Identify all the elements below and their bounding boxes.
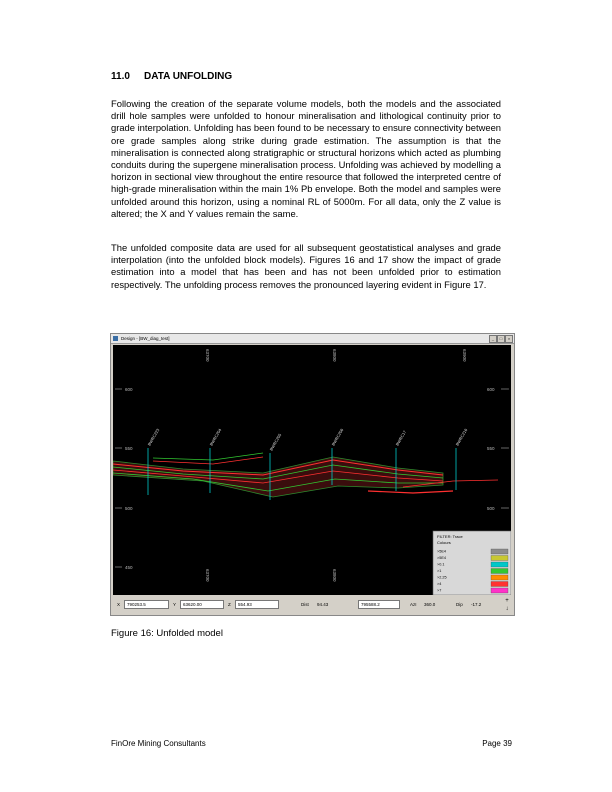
easting-label-bottom: 63800 <box>332 569 337 582</box>
rl-label-right: 600 <box>487 387 495 392</box>
section-plot-svg: 600 550 500 450 600 550 500 63700 63800 … <box>113 349 511 595</box>
legend-item-label: >2.25 <box>437 576 447 580</box>
figure-caption: Figure 16: Unfolded model <box>111 628 223 639</box>
rl-label-right: 550 <box>487 446 495 451</box>
rl-label-left: 500 <box>125 506 133 511</box>
drillhole-label: BWRC204 <box>209 427 223 447</box>
dip-label: Dip <box>456 602 463 607</box>
y-label: Y <box>173 602 177 607</box>
rl-label-left: 550 <box>125 446 133 451</box>
legend-item-label: >4 <box>437 582 441 586</box>
model-layer-line <box>113 469 444 484</box>
easting-label-top: 63800 <box>332 349 337 362</box>
rl-label-right: 500 <box>487 506 495 511</box>
scroll-down-button[interactable]: ↓ <box>505 606 509 612</box>
z-label: Z <box>228 602 231 607</box>
window-title: Design - [BW_diag_test] <box>121 336 170 341</box>
legend-item-label: >0.1 <box>437 563 445 567</box>
dist-value: 94.43 <box>317 602 329 607</box>
scroll-up-button[interactable]: + <box>505 598 509 604</box>
x-coordinate-field[interactable]: 790253.5 <box>124 600 169 609</box>
drillhole-label: BWRC216 <box>455 427 469 447</box>
window-titlebar: Design - [BW_diag_test] _ □ × <box>111 334 514 344</box>
coordinate-statusbar: X 790253.5 Y 63620.00 Z 554.93 Dist 94.4… <box>113 597 502 613</box>
figure-screenshot: Design - [BW_diag_test] _ □ × 600 550 50… <box>110 333 515 616</box>
dip-value: -17.2 <box>471 602 482 607</box>
model-layer-line <box>152 456 264 465</box>
app-icon <box>113 336 118 341</box>
legend-title: FILTER: Trace <box>437 534 463 539</box>
legend-panel: FILTER: Trace Colours >5E4 >5E4 >0.1 >1 >2.2… <box>432 530 511 595</box>
drillhole-traces <box>147 448 457 500</box>
section-plot[interactable]: 600 550 500 450 600 550 500 63700 63800 … <box>113 345 511 595</box>
legend-swatch <box>490 581 509 587</box>
section-heading: 11.0 DATA UNFOLDING <box>111 71 232 82</box>
azi-label: AzI <box>410 602 417 607</box>
model-layer-line <box>402 479 499 488</box>
footer-company: FinOre Mining Consultants <box>111 739 206 748</box>
drillhole-label: BWRC205 <box>269 432 283 452</box>
section-number: 11.0 <box>111 71 130 82</box>
model-layer-line <box>113 459 444 476</box>
legend-item-label: >5E4 <box>437 556 446 560</box>
maximize-button[interactable]: □ <box>497 335 505 343</box>
legend-item-label: >7 <box>437 589 441 593</box>
drillhole-label: BWRC17 <box>395 429 408 447</box>
drillhole-label: BWRC223 <box>147 427 161 447</box>
model-layer-line <box>367 490 454 494</box>
dist-label: Dist <box>301 602 309 607</box>
easting-label-top: 63900 <box>462 349 467 362</box>
drillhole-label: BWRC206 <box>331 427 345 447</box>
body-paragraph-2: The unfolded composite data are used for… <box>111 242 501 290</box>
model-layer-line <box>113 464 444 480</box>
rl-label-left: 450 <box>125 565 133 570</box>
close-button[interactable]: × <box>505 335 513 343</box>
model-layer-line <box>113 472 443 492</box>
section-title: DATA UNFOLDING <box>144 71 233 82</box>
legend-swatch <box>490 568 509 574</box>
y-coordinate-field[interactable]: 63620.00 <box>180 600 224 609</box>
legend-item-label: >1 <box>437 569 441 573</box>
legend-swatch <box>490 555 509 561</box>
body-paragraph-1: Following the creation of the separate v… <box>111 98 501 219</box>
x-label: X <box>117 602 121 607</box>
z-coordinate-field[interactable]: 554.93 <box>235 600 279 609</box>
legend-item-label: >5E4 <box>437 550 446 554</box>
legend-swatch <box>490 548 509 555</box>
legend-swatch <box>490 587 509 594</box>
easting-label-bottom: 63700 <box>205 569 210 582</box>
legend-swatch <box>490 561 509 568</box>
legend-swatch <box>490 574 509 581</box>
easting-label-top: 63700 <box>205 349 210 362</box>
rl-label-left: 600 <box>125 387 133 392</box>
statusbar-scroll[interactable]: + ↓ <box>502 597 512 613</box>
footer-page-number: Page 39 <box>482 739 512 748</box>
unfolded-model <box>113 452 499 498</box>
minimize-button[interactable]: _ <box>489 335 497 343</box>
azi-value: 360.0 <box>424 602 436 607</box>
model-layer-line <box>152 452 264 461</box>
legend-subtitle: Colours <box>437 540 451 545</box>
dist-field[interactable]: 795588.2 <box>358 600 400 609</box>
